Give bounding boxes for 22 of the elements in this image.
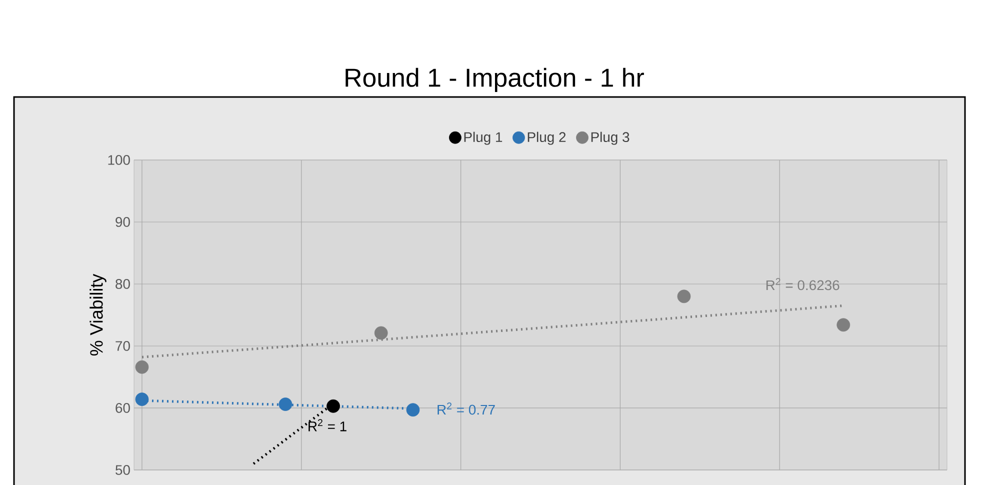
point bbox=[677, 290, 691, 304]
point bbox=[326, 399, 340, 413]
y-tick-label: 80 bbox=[116, 279, 130, 289]
chart-title: Round 1 - Impaction - 1 hr bbox=[346, 68, 644, 92]
point bbox=[836, 318, 850, 332]
annotation: R$^{2}$ = 0.6236 bbox=[766, 278, 840, 290]
legend-label: Plug 3 bbox=[591, 132, 630, 145]
y-tick-label: 70 bbox=[116, 341, 130, 351]
y-tick-label: 90 bbox=[116, 217, 130, 227]
annotation: R$^{2}$ = 1 bbox=[308, 419, 346, 432]
y-tick-label: 100 bbox=[108, 155, 130, 165]
y-tick-label: 50 bbox=[116, 465, 130, 475]
point bbox=[374, 326, 388, 340]
point bbox=[135, 392, 149, 406]
legend-label: Plug 1 bbox=[464, 132, 502, 145]
y-axis-title: % Viability bbox=[90, 274, 106, 356]
annotation: R$^{2}$ = 0.77 bbox=[438, 402, 495, 415]
point bbox=[278, 398, 292, 411]
point bbox=[135, 360, 149, 374]
point bbox=[406, 403, 420, 417]
legend-label: Plug 2 bbox=[528, 132, 566, 145]
y-tick-label: 60 bbox=[116, 403, 130, 413]
